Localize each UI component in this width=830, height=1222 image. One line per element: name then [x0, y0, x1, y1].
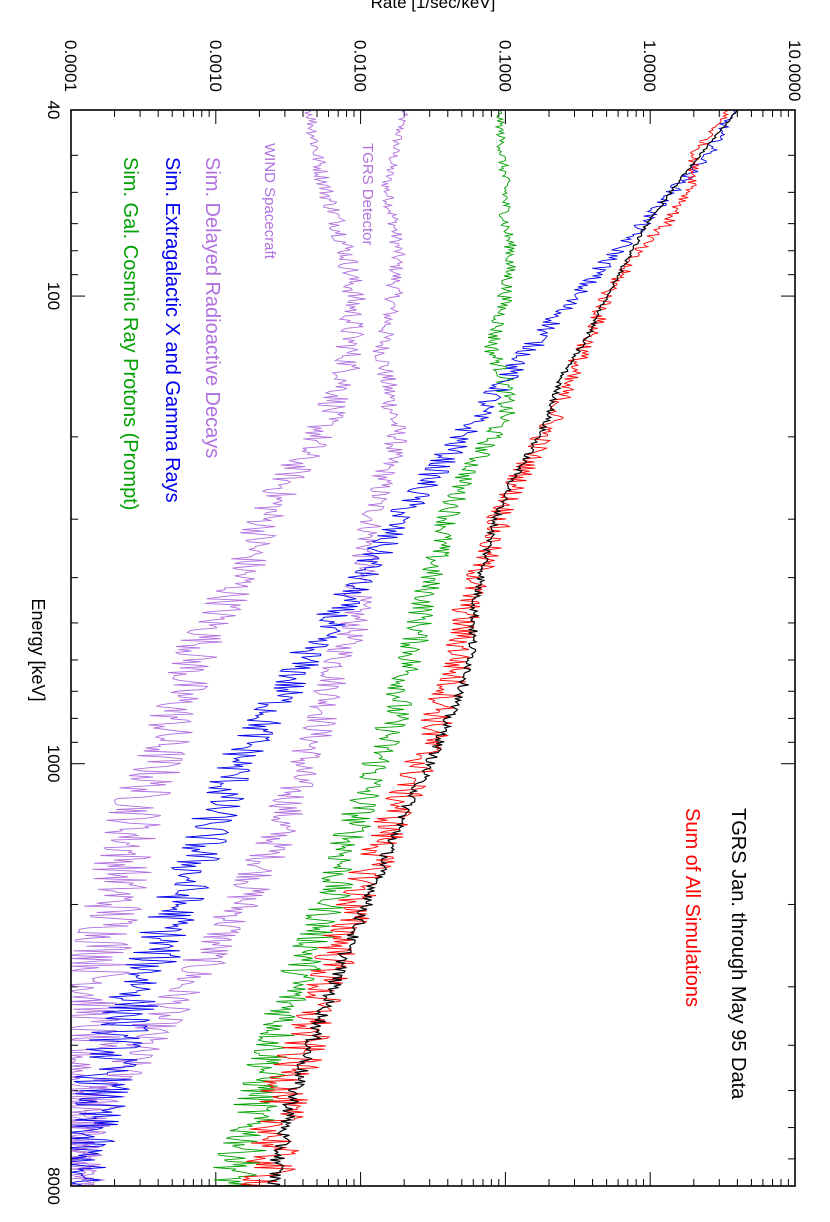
series-layer: [69, 109, 738, 1187]
series-line-0: [267, 109, 738, 1187]
rate-tick-label: 0.1000: [495, 40, 514, 92]
series-line-3: [213, 109, 517, 1187]
series-line-4: [70, 109, 409, 1186]
rate-tick-label: 0.0010: [206, 40, 225, 92]
rate-tick-label: 10.0000: [785, 40, 804, 101]
energy-tick-label: 40: [44, 101, 63, 120]
annotation-layer: TGRS Jan. through May 95 Data Sum of All…: [119, 143, 749, 1100]
annotation-wind-spacecraft: WIND Spacecraft: [261, 143, 278, 260]
energy-tick-label: 100: [44, 282, 63, 310]
series-line-1: [240, 109, 730, 1187]
annotation-cosmic-ray: Sim. Gal. Cosmic Ray Protons (Prompt): [119, 157, 141, 510]
series-line-5: [69, 109, 366, 1187]
annotation-delayed-decays: Sim. Delayed Radioactive Decays: [201, 157, 223, 458]
annotation-tgrs-detector: TGRS Detector: [359, 143, 376, 246]
annotation-extragalactic: Sim. Extragalactic X and Gamma Rays: [161, 157, 183, 503]
rate-tick-label: 1.0000: [640, 40, 659, 92]
energy-tick-label: 8000: [44, 1167, 63, 1205]
x-axis-label: Energy [keV]: [28, 598, 48, 701]
y-axis-label: Rate [1/sec/keV]: [371, 0, 496, 12]
annotation-sum-simulations: Sum of All Simulations: [681, 808, 703, 1007]
series-line-2: [69, 109, 737, 1187]
rate-tick-label: 0.0001: [61, 40, 80, 92]
energy-tick-label: 1000: [44, 745, 63, 783]
annotation-tgrs-data: TGRS Jan. through May 95 Data: [727, 808, 749, 1100]
rate-tick-label: 0.0100: [351, 40, 370, 92]
tick-label-layer: 0.0001 0.0010 0.0100 0.1000 1.0000 10.0000 40 1…: [44, 40, 804, 1205]
plot-frame: [70, 109, 796, 1187]
